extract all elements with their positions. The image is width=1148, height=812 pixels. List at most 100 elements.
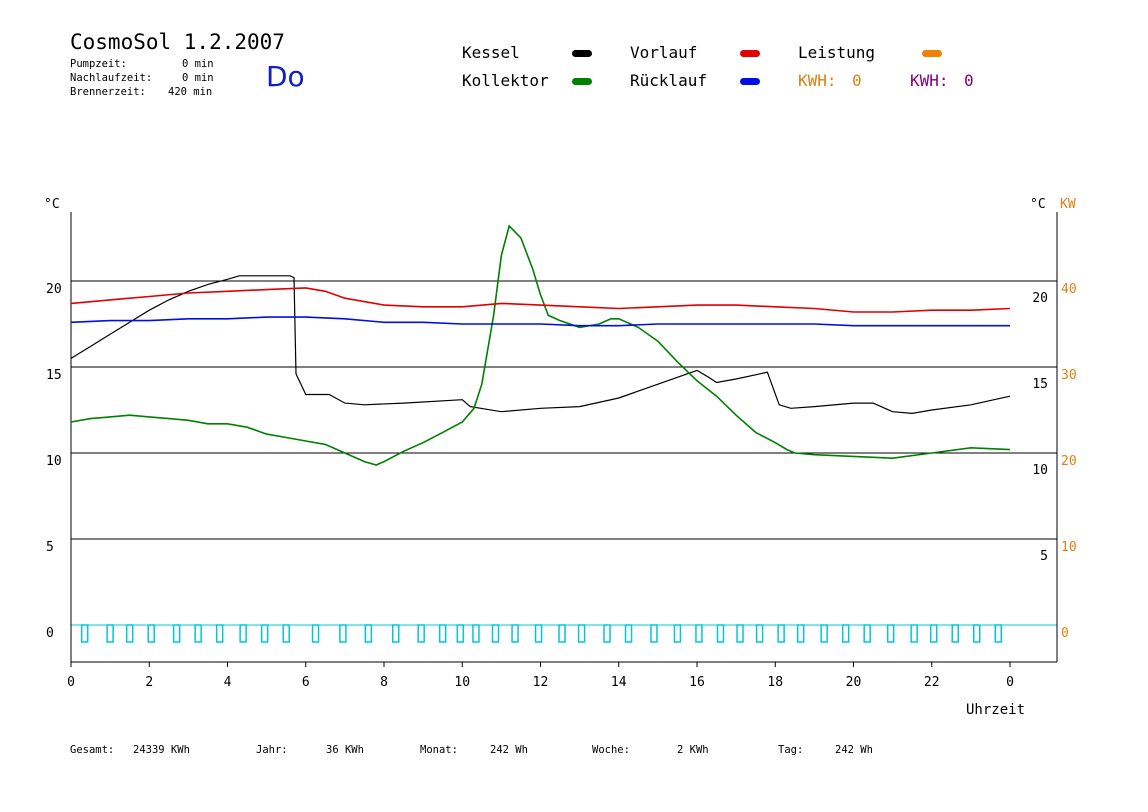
x-tick-label: 6 bbox=[302, 675, 310, 690]
y-left-unit-label: °C bbox=[44, 197, 60, 212]
series-kollektor bbox=[70, 224, 1011, 466]
pump-pulse bbox=[603, 624, 611, 643]
pump-pulse bbox=[755, 624, 764, 643]
x-tick-label: 12 bbox=[533, 675, 549, 690]
y-right2-tick-label: 40 bbox=[1061, 282, 1077, 297]
x-tick-label: 8 bbox=[380, 675, 388, 690]
pump-pulse bbox=[260, 624, 269, 643]
pump-pulse bbox=[172, 624, 181, 643]
y-right2-unit-label: KW bbox=[1060, 197, 1076, 212]
chart-tick-labels: 0 2 4 6 8 10 12 14 16 18 20 22 0 0 5 10 15 20 5 10 15 20 0 10 20… bbox=[46, 282, 1077, 690]
pump-pulse bbox=[910, 624, 918, 643]
pump-pulse bbox=[282, 624, 290, 643]
y-right2-tick-label: 20 bbox=[1061, 454, 1077, 469]
pump-pulse bbox=[736, 624, 744, 643]
pump-pulse bbox=[886, 624, 895, 643]
chart-grid bbox=[71, 280, 1057, 626]
series-rcklauf bbox=[70, 316, 1010, 327]
pump-pulse bbox=[339, 624, 347, 643]
footer-jahr-label: Jahr: bbox=[256, 744, 288, 756]
pump-pulse bbox=[456, 624, 465, 643]
y-right2-tick-label: 0 bbox=[1061, 626, 1069, 641]
pump-pulse bbox=[491, 624, 500, 643]
chart-series bbox=[70, 224, 1011, 466]
x-tick-label: 10 bbox=[454, 675, 470, 690]
brenner-time-value: 420 min bbox=[168, 86, 213, 98]
footer-gesamt-label: Gesamt: bbox=[70, 744, 115, 756]
x-tick-label: 4 bbox=[224, 675, 232, 690]
pump-pulse bbox=[106, 624, 114, 643]
footer-woche-value: 2 KWh bbox=[677, 744, 709, 756]
kwh-second-label: KWH: bbox=[910, 71, 949, 90]
nachlauf-time-label: Nachlaufzeit: bbox=[70, 72, 153, 84]
series-kessel bbox=[70, 275, 1011, 415]
pump-pulse bbox=[624, 624, 633, 643]
pump-pulse bbox=[147, 624, 155, 643]
legend-kessel-label: Kessel bbox=[462, 43, 520, 62]
pump-pulse bbox=[994, 624, 1003, 643]
y-right-tick-label: 15 bbox=[1032, 377, 1048, 392]
pump-pulse bbox=[511, 624, 519, 643]
y-right-tick-label: 20 bbox=[1032, 291, 1048, 306]
pump-pulse bbox=[820, 624, 828, 643]
legend-kessel-swatch bbox=[572, 50, 592, 57]
pump-pulse bbox=[796, 624, 805, 643]
footer-tag-value: 242 Wh bbox=[835, 744, 873, 756]
footer-jahr-value: 36 KWh bbox=[326, 744, 364, 756]
x-tick-label: 18 bbox=[767, 675, 783, 690]
pump-pulse bbox=[239, 624, 247, 643]
pump-pulse bbox=[438, 624, 447, 643]
y-left-tick-label: 15 bbox=[46, 368, 62, 383]
pump-time-label: Pumpzeit: bbox=[70, 58, 127, 70]
pump-pulse bbox=[417, 624, 425, 643]
pump-pulse bbox=[534, 624, 543, 643]
footer-woche-label: Woche: bbox=[592, 744, 630, 756]
x-tick-label: 2 bbox=[145, 675, 153, 690]
y-right2-tick-label: 30 bbox=[1061, 368, 1077, 383]
x-tick-label: 14 bbox=[611, 675, 627, 690]
y-right-tick-label: 10 bbox=[1032, 463, 1048, 478]
x-axis-label: Uhrzeit bbox=[966, 702, 1025, 718]
pump-pulse bbox=[841, 624, 850, 643]
footer-gesamt-value: 24339 KWh bbox=[133, 744, 190, 756]
legend-vorlauf-label: Vorlauf bbox=[630, 43, 698, 62]
pump-pulse bbox=[125, 624, 134, 643]
pump-pulse bbox=[577, 624, 586, 643]
kwh-leistung-value: 0 bbox=[852, 71, 862, 90]
y-left-tick-label: 0 bbox=[46, 626, 54, 641]
pump-pulse bbox=[391, 624, 400, 643]
pump-pulse bbox=[364, 624, 373, 643]
pump-pulse bbox=[951, 624, 959, 643]
y-left-tick-label: 5 bbox=[46, 540, 54, 555]
series-vorlauf bbox=[70, 287, 1011, 313]
pump-pulse bbox=[472, 624, 480, 643]
pump-pulse bbox=[695, 624, 703, 643]
pump-pulse bbox=[558, 624, 566, 643]
pump-pulse bbox=[673, 624, 682, 643]
pump-pulse bbox=[194, 624, 202, 643]
legend-leistung-label: Leistung bbox=[798, 43, 876, 62]
pump-pulse bbox=[863, 624, 871, 643]
pump-pulse bbox=[311, 624, 320, 643]
legend-kollektor-label: Kollektor bbox=[462, 71, 549, 90]
x-tick-label: 0 bbox=[67, 675, 75, 690]
y-right2-tick-label: 10 bbox=[1061, 540, 1077, 555]
legend-vorlauf-swatch bbox=[740, 50, 760, 57]
legend-ruecklauf-swatch bbox=[740, 78, 760, 85]
y-left-tick-label: 20 bbox=[46, 282, 62, 297]
pump-pulse bbox=[80, 624, 89, 643]
y-right-unit-label: °C bbox=[1030, 197, 1046, 212]
weekday-label: Do bbox=[266, 60, 305, 93]
pump-pulse bbox=[777, 624, 785, 643]
pump-time-value: 0 min bbox=[182, 58, 214, 70]
pump-pulse bbox=[215, 624, 224, 643]
y-left-tick-label: 10 bbox=[46, 454, 62, 469]
x-tick-label: 0 bbox=[1006, 675, 1014, 690]
kwh-leistung-label: KWH: bbox=[798, 71, 837, 90]
pump-pulses bbox=[80, 624, 1003, 643]
footer-monat-value: 242 Wh bbox=[490, 744, 528, 756]
legend-ruecklauf-label: Rücklauf bbox=[630, 71, 708, 90]
x-tick-label: 22 bbox=[924, 675, 940, 690]
app-title: CosmoSol 1.2.2007 bbox=[70, 30, 285, 54]
legend-kollektor-swatch bbox=[572, 78, 592, 85]
